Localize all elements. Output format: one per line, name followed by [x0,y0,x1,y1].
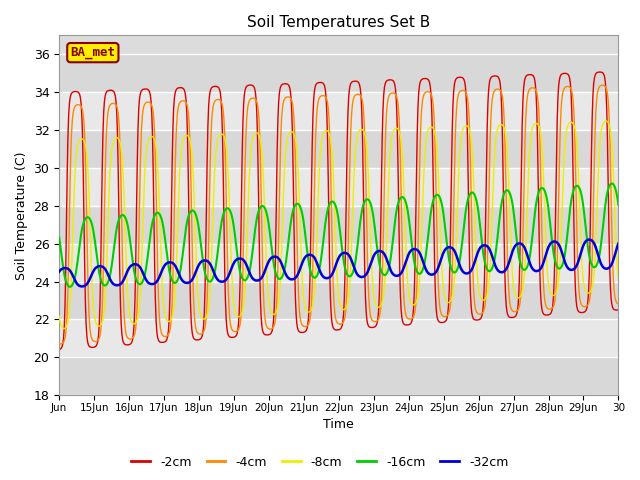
Y-axis label: Soil Temperature (C): Soil Temperature (C) [15,151,28,279]
Line: -8cm: -8cm [59,121,618,328]
-2cm [55,347,63,352]
-8cm [225,173,232,179]
-8cm [60,325,68,331]
X-axis label: Time: Time [323,419,354,432]
Bar [59,54,618,92]
-16cm [225,205,232,211]
-16cm [608,180,616,186]
Bar [59,130,618,168]
-32cm [122,273,129,279]
-8cm [252,130,260,136]
-4cm [225,289,232,295]
-4cm [252,97,260,103]
Bar [59,357,618,395]
Line: -32cm: -32cm [59,240,618,287]
-32cm [78,284,86,289]
Title: Soil Temperatures Set B: Soil Temperatures Set B [247,15,431,30]
-4cm [397,192,405,197]
-16cm [397,194,405,200]
-32cm [55,269,63,275]
Bar [59,320,618,357]
-16cm [67,284,74,290]
-8cm [602,118,610,124]
-2cm [273,191,280,197]
-2cm [121,341,129,347]
-2cm [224,330,232,336]
-8cm [614,276,622,282]
-16cm [429,201,436,206]
-16cm [273,274,281,280]
-2cm [397,292,404,298]
Bar [59,282,618,320]
Text: BA_met: BA_met [70,46,115,59]
-8cm [55,313,63,319]
-2cm [614,307,622,313]
-4cm [57,341,65,347]
-16cm [252,220,260,226]
-4cm [273,288,281,294]
Line: -16cm: -16cm [59,183,618,287]
-8cm [273,307,281,312]
-32cm [252,277,260,283]
-4cm [598,82,606,88]
-16cm [122,215,129,221]
Bar [59,168,618,206]
-4cm [55,341,63,347]
-2cm [252,89,259,95]
-8cm [397,138,405,144]
-32cm [429,272,436,277]
-4cm [429,96,436,102]
-32cm [273,254,281,260]
-8cm [429,125,436,131]
Bar [59,244,618,282]
-2cm [596,69,604,75]
-32cm [614,240,622,246]
Bar [59,92,618,130]
-2cm [428,108,436,114]
Line: -4cm: -4cm [59,85,618,344]
-16cm [614,203,622,208]
Line: -2cm: -2cm [59,72,618,349]
-32cm [397,270,405,276]
-32cm [586,237,593,242]
-4cm [122,328,129,334]
-4cm [614,301,622,307]
Legend: -2cm, -4cm, -8cm, -16cm, -32cm: -2cm, -4cm, -8cm, -16cm, -32cm [127,451,513,474]
-8cm [122,237,129,243]
-16cm [55,235,63,240]
Bar [59,206,618,244]
-32cm [225,274,232,279]
